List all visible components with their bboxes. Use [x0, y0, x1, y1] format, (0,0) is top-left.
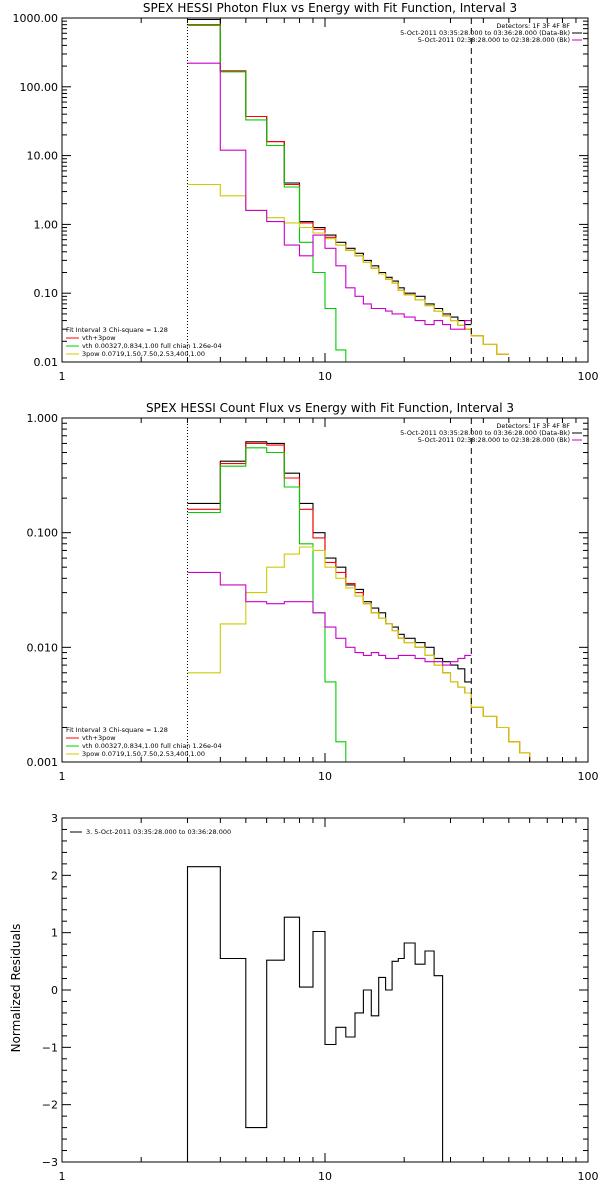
legend-entry: vth 0.00327,0.834,1.00 full chian 1.26e-…: [82, 342, 222, 350]
legend-entry: Detectors: 1F 3F 4F 8F: [496, 22, 570, 30]
series-line: [187, 571, 472, 666]
legend-entry: Fit Interval 3 Chi-square = 1.28: [66, 326, 168, 334]
legend-entry: Fit Interval 3 Chi-square = 1.28: [66, 726, 168, 734]
y-tick-label: 1000.00: [13, 12, 59, 25]
y-tick-label: 0.010: [27, 641, 59, 654]
chart-photon-flux: SPEX HESSI Photon Flux vs Energy with Fi…: [13, 1, 599, 383]
series-line: [187, 24, 364, 363]
x-tick-label: 100: [578, 370, 599, 383]
y-tick-label: 0.01: [34, 356, 59, 369]
legend-entry: 5-Oct-2011 02:38:28.000 to 02:38:28.000 …: [418, 436, 570, 444]
legend-entry: 3pow 0.0719,1.50,7.50,2.53,400,1.00: [82, 350, 205, 358]
plot-area: 1 10 100 −3 −2 −1 0 1 2 3 3. 5-Oct-2011 03:35:28.0…: [42, 812, 599, 1183]
y-tick-label: 1: [51, 927, 58, 940]
x-tick-label: 1: [59, 1170, 66, 1183]
legend-entry: 5-Oct-2011 03:35:28.000 to 03:36:28.000 …: [400, 429, 570, 437]
x-tick-label: 10: [318, 370, 332, 383]
y-tick-label: 0.10: [34, 287, 59, 300]
series-line: [187, 62, 472, 330]
y-tick-label: −2: [42, 1099, 58, 1112]
legend-entry: vth+3pow: [82, 334, 116, 342]
x-tick-label: 10: [318, 770, 332, 783]
series-line: [187, 441, 472, 683]
legend-entry: vth+3pow: [82, 734, 116, 742]
y-tick-label: −3: [42, 1156, 58, 1169]
legend-entry: 3pow 0.0719,1.50,7.50,2.53,400,1.00: [82, 750, 205, 758]
series-line: [187, 447, 355, 763]
plot-frame: [61, 17, 589, 363]
y-tick-label: −1: [42, 1041, 58, 1054]
x-tick-label: 10: [318, 1170, 332, 1183]
legend-entry: vth 0.00327,0.834,1.00 full chian 1.26e-…: [82, 742, 222, 750]
y-tick-label: 10.00: [27, 150, 59, 163]
x-tick-label: 1: [59, 370, 66, 383]
x-tick-label: 100: [578, 770, 599, 783]
series-line: [186, 866, 444, 1162]
y-tick-label: 2: [51, 869, 58, 882]
series-line: [187, 18, 472, 326]
legend-entry: 5-Oct-2011 03:35:28.000 to 03:36:28.000 …: [400, 29, 570, 37]
plot-area: 1 10 100 0.001 0.010 0.100 1.000 Detectors: 1F …: [27, 412, 599, 783]
y-tick-label: 100.00: [20, 81, 59, 94]
plot-frame: [61, 417, 589, 763]
y-tick-label: 0.001: [27, 756, 59, 769]
chart-title: SPEX HESSI Photon Flux vs Energy with Fi…: [143, 1, 517, 15]
series-line: [187, 546, 539, 763]
chart-count-flux: SPEX HESSI Count Flux vs Energy with Fit…: [27, 401, 599, 783]
legend-entry: 3. 5-Oct-2011 03:35:28.000 to 03:36:28.0…: [86, 828, 231, 836]
y-tick-label: 1.00: [34, 218, 59, 231]
y-tick-label: 0: [51, 984, 58, 997]
plot-area: 1 10 100 0.01 0.10 1.00 10.00 100.00 1000.00 Dete…: [13, 12, 599, 383]
x-tick-label: 100: [578, 1170, 599, 1183]
legend-entry: 5-Oct-2011 02:38:28.000 to 02:38:28.000 …: [418, 36, 570, 44]
x-tick-label: 1: [59, 770, 66, 783]
legend-entry: Detectors: 1F 3F 4F 8F: [496, 422, 570, 430]
chart-residuals: Normalized Residuals 1 10 100 −3 −2 −1 0 1 2 3 3. …: [9, 812, 599, 1183]
series-line: [187, 183, 509, 355]
y-axis-label: Normalized Residuals: [9, 924, 23, 1053]
chart-title: SPEX HESSI Count Flux vs Energy with Fit…: [146, 401, 514, 415]
y-tick-label: 0.100: [27, 527, 59, 540]
y-tick-label: 1.000: [27, 412, 59, 425]
y-tick-label: 3: [51, 812, 58, 825]
series-line: [187, 24, 509, 355]
